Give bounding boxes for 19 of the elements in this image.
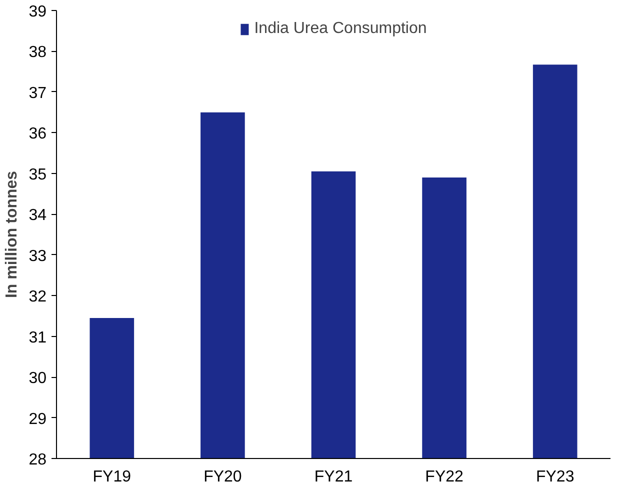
y-tick-label: 30 [28, 370, 47, 388]
x-tick-label: FY22 [425, 468, 464, 486]
y-tick-label: 37 [28, 84, 47, 102]
y-tick-label: 31 [28, 329, 47, 346]
y-tick-label: 35 [28, 166, 47, 184]
y-tick-label: 38 [28, 44, 47, 62]
y-tick-label: 32 [28, 288, 47, 306]
y-tick-label: 36 [28, 126, 47, 143]
y-tick-label: 29 [28, 410, 47, 428]
x-tick-label: FY23 [536, 468, 574, 486]
y-tick-label: 33 [28, 248, 47, 265]
y-tick-label: 34 [28, 207, 47, 224]
y-tick-label: 39 [28, 4, 47, 20]
x-tick-label: FY19 [92, 468, 132, 486]
x-tick-label: FY20 [204, 468, 242, 486]
legend-label: India Urea Consumption [254, 20, 427, 38]
x-tick-label: FY21 [314, 468, 353, 486]
y-axis-title: In million tonnes [4, 170, 21, 298]
y-tick-label: 28 [28, 452, 47, 468]
